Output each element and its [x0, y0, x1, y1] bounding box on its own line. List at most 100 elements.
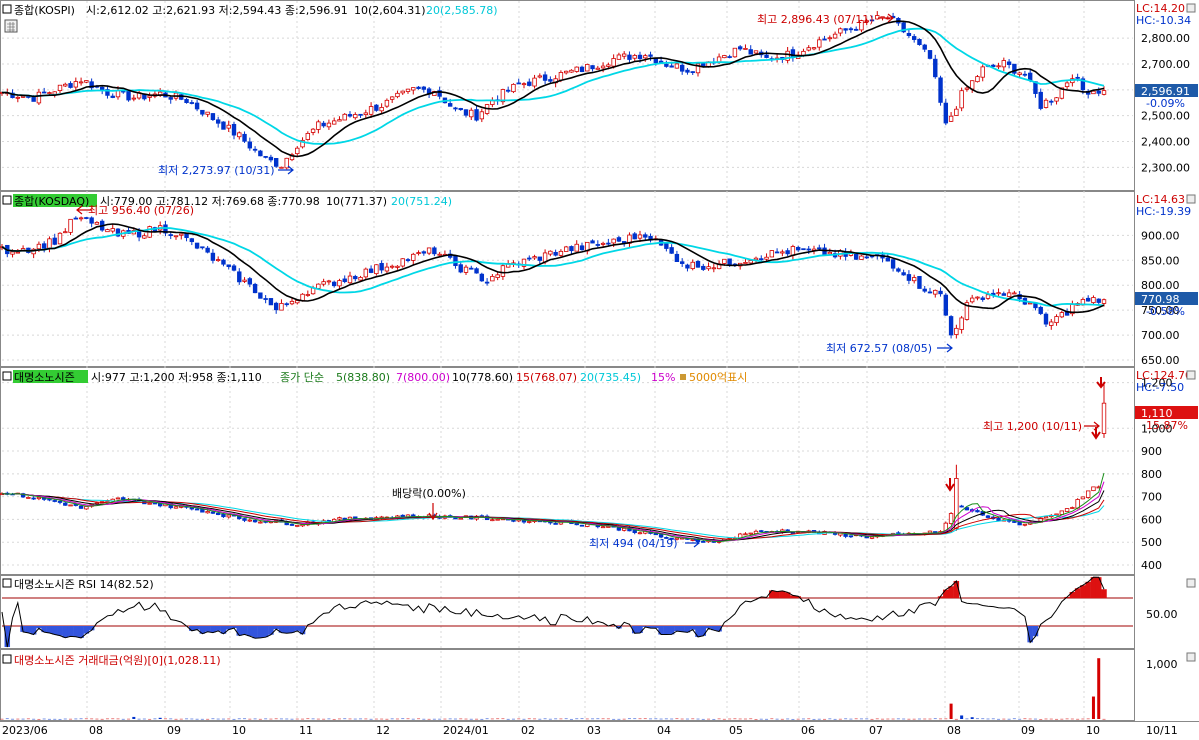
- stock-candle-body: [553, 523, 558, 525]
- amount-bar: [395, 718, 399, 720]
- amount-bar: [538, 718, 542, 720]
- stock-candle-body: [632, 530, 637, 533]
- kospi-candle-body: [832, 33, 838, 39]
- kosdaq-candle-body: [727, 258, 732, 266]
- stock-candle-body: [57, 500, 63, 503]
- amount-bar: [137, 718, 141, 720]
- amount-bar: [406, 718, 410, 720]
- kospi-candle-body: [389, 96, 395, 100]
- stock-candle-body: [289, 524, 295, 526]
- kospi-candle: [806, 45, 811, 52]
- amount-bar: [475, 718, 479, 720]
- amount-bar: [95, 718, 99, 720]
- amount-bar: [585, 718, 589, 720]
- amount-bar: [37, 718, 41, 720]
- kosdaq-candle-body: [221, 259, 226, 265]
- kospi-candle: [411, 87, 416, 95]
- stock-candle-body: [115, 497, 121, 500]
- kosdaq-candle: [210, 249, 216, 264]
- kospi-candle-body: [975, 76, 980, 83]
- amount-bar: [844, 718, 848, 720]
- amount-bar: [712, 718, 716, 720]
- amount-bar: [728, 718, 732, 720]
- stock-y-tick: 1,200: [1141, 377, 1173, 390]
- kosdaq-candle-body: [416, 252, 421, 255]
- stock-candle: [205, 509, 210, 514]
- kospi-candle-body: [31, 96, 36, 102]
- kosdaq-candle-body: [289, 300, 295, 305]
- kospi-y-tick: 2,800.00: [1141, 32, 1190, 45]
- kospi-candle: [36, 88, 42, 105]
- kosdaq-candle-body: [954, 327, 959, 335]
- kospi-candle-body: [421, 86, 427, 90]
- amount-bar: [680, 718, 684, 720]
- amount-bar: [954, 718, 958, 720]
- kosdaq-candle-body: [637, 234, 643, 239]
- kospi-candle: [353, 112, 358, 120]
- stock-candle-body: [748, 532, 753, 535]
- kosdaq-candle: [495, 272, 500, 281]
- kosdaq-candle: [901, 269, 906, 276]
- kosdaq-candle-body: [437, 253, 442, 256]
- kosdaq-candle-body: [490, 276, 495, 282]
- amount-bar: [1086, 718, 1090, 720]
- kospi-candle-body: [1001, 60, 1007, 68]
- kospi-candle-body: [1054, 97, 1059, 102]
- kospi-candle-body: [221, 121, 226, 130]
- kospi-candle-body: [205, 111, 210, 115]
- kospi-ohlc: 시:2,612.02 고:2,621.93 저:2,594.43 종:2,596…: [86, 4, 348, 17]
- kosdaq-candle: [458, 260, 463, 274]
- kospi-candle-body: [463, 109, 469, 116]
- amount-bar: [438, 718, 442, 720]
- kospi-candle-body: [500, 89, 506, 103]
- amount-panel: [0, 649, 1135, 721]
- kospi-ma20-line: [1, 27, 1105, 145]
- kosdaq-candle-body: [1027, 302, 1033, 305]
- kosdaq-candle-body: [579, 245, 585, 251]
- kospi-candle: [1043, 98, 1049, 109]
- kosdaq-candle-body: [695, 260, 701, 268]
- kospi-candle-body: [848, 28, 854, 31]
- stock-candle: [26, 496, 31, 499]
- amount-bar: [16, 718, 20, 720]
- kosdaq-candle-body: [606, 242, 611, 245]
- x-axis-tick: 09: [167, 724, 181, 737]
- kosdaq-candle: [685, 263, 690, 272]
- panel-close-icons[interactable]: [1186, 3, 1196, 662]
- kospi-candle-body: [78, 81, 84, 84]
- stock-candle: [664, 536, 669, 539]
- amount-bar: [896, 718, 900, 720]
- amount-bar: [506, 718, 510, 720]
- amount-bar: [738, 718, 742, 720]
- kosdaq-candle: [579, 242, 585, 251]
- amount-bar: [53, 718, 57, 720]
- amount-bar: [322, 718, 326, 720]
- kospi-candle-body: [743, 47, 748, 50]
- kospi-candle-body: [395, 92, 400, 98]
- kosdaq-candle-body: [563, 246, 569, 252]
- stock-candle: [242, 517, 247, 523]
- chart-settings-icon[interactable]: [4, 19, 18, 33]
- kosdaq-candle: [237, 268, 242, 285]
- kosdaq-candle: [1012, 290, 1017, 295]
- kospi-candle-body: [785, 50, 790, 61]
- kospi-candle-body: [521, 83, 527, 86]
- amount-bar: [575, 718, 579, 720]
- stock-candle: [36, 496, 42, 501]
- amount-bar: [21, 718, 25, 720]
- amount-bar: [74, 718, 78, 720]
- kosdaq-candle-body: [827, 251, 833, 255]
- kosdaq-candle-body: [569, 246, 574, 252]
- kospi-candle: [226, 120, 231, 132]
- kospi-candle-body: [147, 95, 152, 98]
- stock-candle-body: [1080, 496, 1086, 500]
- price-series: [0, 11, 1107, 720]
- kospi-candle-body: [226, 124, 231, 129]
- kosdaq-candle: [231, 263, 237, 272]
- kospi-candle: [838, 27, 843, 37]
- kosdaq-candle-body: [41, 243, 47, 249]
- kospi-ma10-label: 10(2,604.31): [354, 4, 426, 17]
- kosdaq-candle-body: [347, 275, 353, 284]
- stock-pct-label: 15%: [651, 371, 675, 384]
- kosdaq-candle: [400, 258, 405, 268]
